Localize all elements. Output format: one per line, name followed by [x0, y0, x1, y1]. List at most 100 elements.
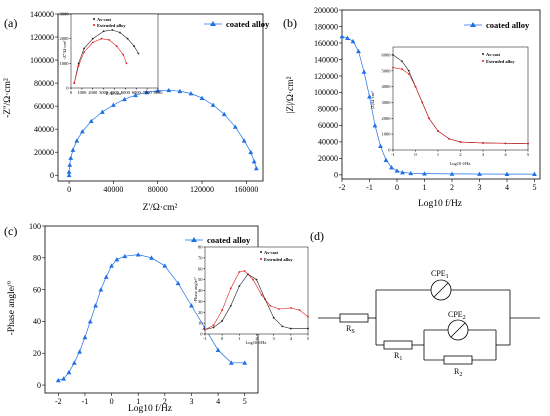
y-tick-label: 100000 [30, 56, 54, 65]
panel-a-xlabel: Z'/Ω·cm² [143, 203, 178, 213]
data-point [70, 147, 76, 152]
y-tick-label: 50 [198, 277, 203, 282]
data-point [232, 124, 238, 129]
y-tick-label: 140000 [314, 55, 338, 64]
y-tick-label: 0 [50, 171, 54, 180]
y-tick-label: 30 [198, 299, 203, 304]
x-tick-label: 3 [478, 183, 482, 192]
data-point [119, 31, 121, 34]
circle-slash-icon [447, 319, 469, 341]
panel-a-ticks: 0 40000 80000 120000 16000002000040000600008… [30, 10, 258, 194]
panel-c-label: (c) [4, 224, 17, 238]
panel-b-marks [339, 33, 537, 176]
y-tick-label: 120000 [30, 33, 54, 42]
data-point [100, 37, 103, 40]
data-point [210, 102, 216, 107]
panel-b-legend-text: coated alloy [486, 20, 530, 30]
x-tick-label: 5 [243, 397, 247, 406]
x-tick-label: 0 [221, 336, 224, 341]
cpe2-label: CPE2 [448, 310, 466, 321]
panel-c-xlabel: Log10 f/Hz [128, 403, 172, 414]
data-point [392, 66, 394, 69]
panel-c-ylabel: -Phase angle/° [6, 280, 17, 335]
y-tick-label: 160000 [314, 39, 338, 48]
y-tick-label: 0 [388, 148, 391, 153]
data-point [71, 360, 77, 365]
x-tick-label: 2 [255, 336, 257, 341]
data-point [221, 111, 227, 117]
data-point [281, 325, 284, 328]
r1-label: R1 [394, 351, 402, 362]
data-point [125, 62, 128, 65]
data-point [99, 109, 105, 114]
y-tick-label: 40000 [34, 125, 54, 134]
panel-a-frame [57, 13, 264, 182]
data-point [400, 170, 405, 175]
data-point [482, 141, 484, 144]
x-tick-label: 2 [459, 152, 461, 157]
x-tick-label: 0 [67, 185, 71, 194]
x-tick-label: -2 [339, 183, 346, 192]
panel-c-inset-marks [204, 270, 309, 331]
panel-b-inset-marks [392, 54, 529, 145]
y-tick-label: 60000 [34, 102, 54, 111]
panel-c-inset-legend-1: As-cast [264, 250, 278, 255]
data-point [228, 360, 234, 365]
x-tick-label: -1 [391, 152, 395, 157]
panel-b-inset-xlabel: Log10 f/Hz [450, 161, 471, 166]
series-line [341, 36, 535, 175]
data-point [243, 270, 246, 272]
data-point [135, 252, 141, 257]
data-point [77, 349, 83, 354]
data-point [221, 320, 224, 322]
circle-slash-icon [430, 279, 452, 301]
x-tick-label: 1 [437, 152, 439, 157]
panel-a-inset-legend-2: Extruded alloy [97, 23, 126, 28]
data-point [144, 89, 150, 95]
x-tick-label: 1 [136, 397, 140, 406]
series-line [392, 67, 529, 144]
y-tick-label: 100000 [314, 88, 338, 97]
y-tick-label: 80 [198, 245, 203, 250]
data-point [394, 168, 400, 173]
series-line [58, 254, 245, 381]
data-point [215, 347, 221, 352]
data-point [111, 102, 116, 107]
y-tick-label: 140000 [30, 10, 54, 19]
panel-a-inset-xlabel: Z'/Ω·cm² [106, 91, 123, 96]
data-point [252, 278, 254, 281]
panel-d-label: (d) [310, 229, 324, 243]
x-tick-label: -2 [55, 397, 62, 406]
data-point [448, 138, 451, 140]
panel-a-legend-text: coated alloy [226, 19, 270, 29]
x-tick-label: 0 [70, 90, 73, 95]
data-point [67, 162, 73, 167]
data-point [109, 263, 114, 268]
data-point [66, 172, 72, 178]
rectangle-resistor-icon [443, 355, 473, 365]
data-point [66, 169, 72, 174]
data-point [68, 155, 74, 160]
data-point [91, 41, 94, 44]
data-point [229, 287, 232, 290]
data-point [126, 37, 129, 40]
panel-a-inset-legend-1: As-cast [97, 17, 111, 22]
x-tick-label: 4 [505, 183, 509, 192]
data-point [87, 319, 93, 324]
y-tick-label: 0 [200, 332, 203, 337]
x-tick-label: 40000 [103, 185, 123, 194]
data-point [122, 253, 128, 259]
inset-legend-dot [482, 60, 484, 62]
y-tick-label: 20 [198, 310, 203, 315]
x-tick-label: 5 [533, 183, 537, 192]
data-point [114, 257, 120, 262]
panel-b-legend: coated alloy [464, 20, 530, 30]
data-point [421, 101, 424, 104]
x-tick-label: 0 [414, 152, 417, 157]
data-point [238, 271, 241, 273]
data-point [212, 326, 215, 329]
data-point [93, 303, 98, 308]
data-point [103, 274, 109, 279]
